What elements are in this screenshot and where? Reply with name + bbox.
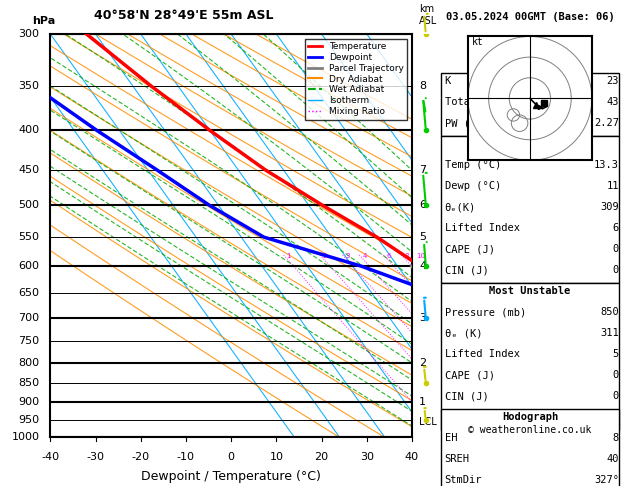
Text: 900: 900 — [18, 397, 40, 407]
Text: Most Unstable: Most Unstable — [489, 286, 571, 296]
Text: 2: 2 — [323, 253, 327, 259]
Text: 600: 600 — [18, 261, 40, 271]
Text: 1000: 1000 — [11, 433, 40, 442]
Text: Mixing Ratio (g/kg): Mixing Ratio (g/kg) — [443, 190, 453, 282]
Text: 550: 550 — [18, 232, 40, 242]
Text: Hodograph: Hodograph — [502, 412, 558, 422]
Text: 7: 7 — [419, 165, 426, 175]
Text: 40: 40 — [606, 454, 619, 464]
Bar — [441, 283, 619, 430]
Text: 800: 800 — [18, 358, 40, 367]
Text: 2.27: 2.27 — [594, 118, 619, 128]
Text: 3: 3 — [419, 313, 426, 323]
Text: Totals Totals: Totals Totals — [445, 97, 526, 107]
Text: 5: 5 — [419, 232, 426, 242]
Text: 0: 0 — [228, 451, 235, 462]
Text: 40: 40 — [405, 451, 419, 462]
Text: 4: 4 — [362, 253, 367, 259]
Text: θₑ(K): θₑ(K) — [445, 202, 476, 212]
Text: 30: 30 — [360, 451, 374, 462]
Text: 20: 20 — [314, 451, 328, 462]
Text: Surface: Surface — [508, 139, 552, 149]
Text: 0: 0 — [613, 370, 619, 380]
Text: 8: 8 — [404, 253, 409, 259]
Text: 650: 650 — [18, 288, 40, 298]
Text: 311: 311 — [600, 328, 619, 338]
Text: -30: -30 — [87, 451, 104, 462]
Text: StmDir: StmDir — [445, 475, 482, 485]
Text: 4: 4 — [419, 261, 426, 271]
Text: Lifted Index: Lifted Index — [445, 349, 520, 359]
Text: 450: 450 — [18, 165, 40, 175]
Text: LCL: LCL — [419, 417, 437, 427]
Text: 8: 8 — [613, 433, 619, 443]
Text: 0: 0 — [613, 265, 619, 275]
Text: K: K — [445, 76, 451, 87]
Bar — [441, 73, 619, 136]
Text: Lifted Index: Lifted Index — [445, 223, 520, 233]
Text: θₑ (K): θₑ (K) — [445, 328, 482, 338]
Text: CAPE (J): CAPE (J) — [445, 370, 494, 380]
Text: 850: 850 — [600, 307, 619, 317]
Text: 6: 6 — [419, 200, 426, 210]
Text: Dewp (°C): Dewp (°C) — [445, 181, 501, 191]
Text: Pressure (mb): Pressure (mb) — [445, 307, 526, 317]
Text: 23: 23 — [606, 76, 619, 87]
Text: 11: 11 — [606, 181, 619, 191]
Text: 6: 6 — [386, 253, 391, 259]
Text: 700: 700 — [18, 313, 40, 323]
Text: CIN (J): CIN (J) — [445, 391, 488, 401]
Text: 950: 950 — [18, 415, 40, 425]
Text: 300: 300 — [18, 29, 40, 39]
Text: 327°: 327° — [594, 475, 619, 485]
Text: SREH: SREH — [445, 454, 470, 464]
Text: 3: 3 — [345, 253, 350, 259]
Bar — [441, 136, 619, 283]
Text: EH: EH — [445, 433, 457, 443]
Bar — [441, 409, 619, 486]
Text: 43: 43 — [606, 97, 619, 107]
Text: © weatheronline.co.uk: © weatheronline.co.uk — [468, 425, 592, 435]
Text: km
ASL: km ASL — [419, 4, 438, 26]
Text: 03.05.2024 00GMT (Base: 06): 03.05.2024 00GMT (Base: 06) — [445, 12, 615, 22]
Text: 40°58'N 28°49'E 55m ASL: 40°58'N 28°49'E 55m ASL — [94, 9, 273, 22]
Legend: Temperature, Dewpoint, Parcel Trajectory, Dry Adiabat, Wet Adiabat, Isotherm, Mi: Temperature, Dewpoint, Parcel Trajectory… — [304, 38, 408, 120]
Text: 0: 0 — [613, 391, 619, 401]
Text: 5: 5 — [613, 349, 619, 359]
Text: hPa: hPa — [32, 16, 55, 26]
Text: -40: -40 — [42, 451, 59, 462]
Text: PW (cm): PW (cm) — [445, 118, 488, 128]
Text: CIN (J): CIN (J) — [445, 265, 488, 275]
Text: 350: 350 — [18, 81, 40, 91]
Text: 309: 309 — [600, 202, 619, 212]
Text: kt: kt — [472, 37, 484, 47]
Text: 10: 10 — [416, 253, 425, 259]
Text: 13.3: 13.3 — [594, 160, 619, 170]
Text: 1: 1 — [419, 397, 426, 407]
Text: 10: 10 — [269, 451, 284, 462]
Text: 8: 8 — [419, 81, 426, 91]
Text: -10: -10 — [177, 451, 195, 462]
Text: 0: 0 — [613, 244, 619, 254]
Text: 850: 850 — [18, 378, 40, 388]
Text: 750: 750 — [18, 336, 40, 346]
Text: Dewpoint / Temperature (°C): Dewpoint / Temperature (°C) — [142, 469, 321, 483]
Text: 2: 2 — [419, 358, 426, 367]
Text: 6: 6 — [613, 223, 619, 233]
Text: 500: 500 — [18, 200, 40, 210]
Text: 1: 1 — [286, 253, 291, 259]
Text: 400: 400 — [18, 125, 40, 136]
Text: CAPE (J): CAPE (J) — [445, 244, 494, 254]
Text: -20: -20 — [131, 451, 150, 462]
Text: Temp (°C): Temp (°C) — [445, 160, 501, 170]
